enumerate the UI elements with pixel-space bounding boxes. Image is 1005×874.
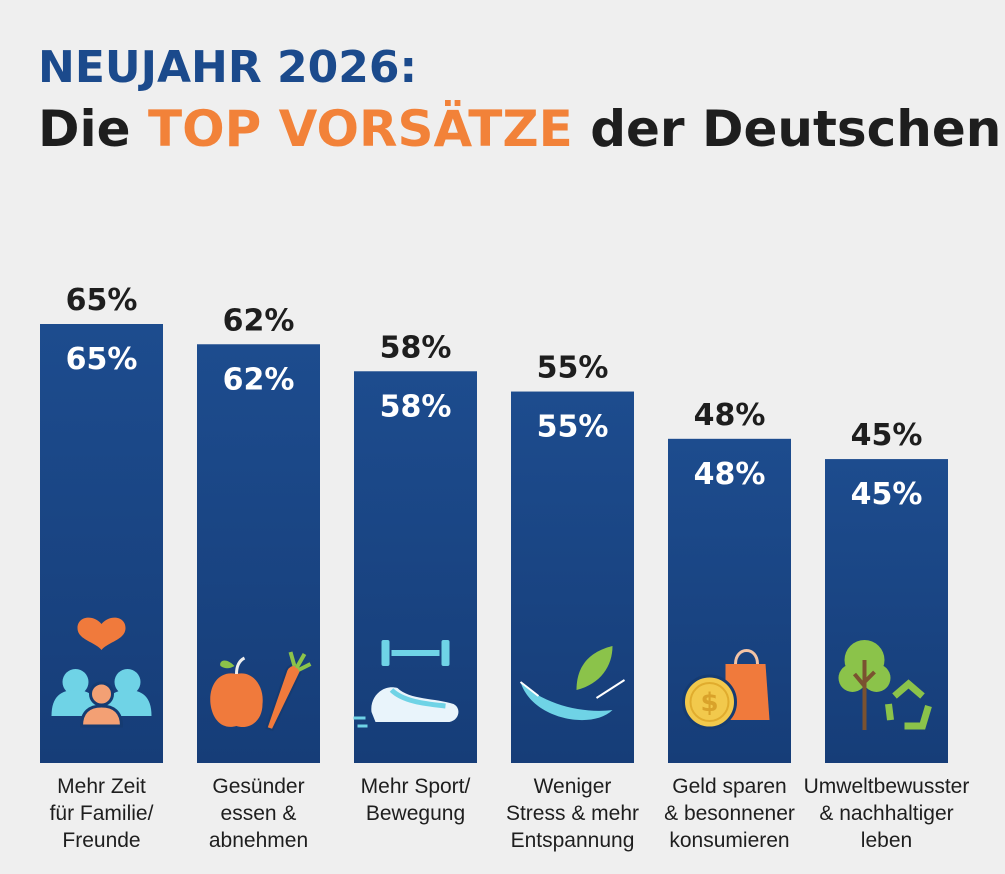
category-label: abnehmen <box>209 829 308 852</box>
carrot-greens <box>288 651 312 672</box>
apple-stem <box>235 656 246 675</box>
value-label-outside: 62% <box>223 303 295 338</box>
category-label: Gesünder <box>212 775 304 798</box>
category-label: Weniger <box>534 775 612 798</box>
category-label: Stress & mehr <box>506 802 639 825</box>
category-label: leben <box>861 829 912 852</box>
category-label: für Familie/ <box>50 802 154 825</box>
value-label-inside: 58% <box>380 389 452 424</box>
bar <box>511 391 634 763</box>
category-label: Freunde <box>62 829 140 852</box>
apple-carrot-icon <box>210 651 312 732</box>
category-label: Bewegung <box>366 802 465 825</box>
value-label-outside: 45% <box>851 418 923 453</box>
hammock <box>520 682 613 721</box>
value-label-inside: 48% <box>694 457 766 492</box>
category-label: essen & <box>221 802 297 825</box>
person-center-body <box>79 704 124 728</box>
value-label-inside: 45% <box>851 477 923 512</box>
category-label: Mehr Sport/ <box>361 775 471 798</box>
family-heart-icon <box>51 617 152 728</box>
sneaker-stripe <box>389 688 446 709</box>
apple-leaf <box>220 660 235 669</box>
value-label-outside: 48% <box>694 398 766 433</box>
category-label: Umweltbewusster <box>804 775 970 798</box>
coin-shopping-bag-icon: $ <box>682 649 770 730</box>
dollar-sign: $ <box>700 688 718 718</box>
title-highlight: TOP VORSÄTZE <box>147 100 573 158</box>
coin-rim <box>689 682 730 722</box>
hammock-ropes <box>519 679 626 699</box>
tree-recycle-icon <box>838 640 932 730</box>
tree-crown <box>862 664 891 692</box>
tree-crown <box>838 664 867 692</box>
dumbbell-bar <box>391 650 440 656</box>
bag-handle <box>734 649 759 665</box>
heart-shape <box>77 617 126 650</box>
value-label-outside: 58% <box>380 330 452 365</box>
sneaker <box>371 687 459 722</box>
title-line-2: Die TOP VORSÄTZE der Deutschen <box>38 100 1001 158</box>
hammock-leaf-icon <box>519 646 626 721</box>
value-label-inside: 55% <box>537 410 609 445</box>
category-label: konsumieren <box>669 829 789 852</box>
leaf <box>576 646 613 690</box>
category-label: & besonnener <box>664 802 795 825</box>
motion-lines <box>353 716 368 728</box>
value-label-outside: 55% <box>537 351 609 386</box>
category-label: Entspannung <box>511 829 635 852</box>
value-label-outside: 65% <box>66 283 138 318</box>
category-label: Geld sparen <box>672 775 786 798</box>
recycle-arrows <box>885 679 932 730</box>
dumbbell-weight-right <box>441 640 450 666</box>
person-right-head <box>114 669 141 695</box>
apple <box>210 673 263 728</box>
dumbbell-weight-left <box>381 640 390 666</box>
title-prefix: Die <box>38 100 148 158</box>
tree-trunk <box>852 660 876 730</box>
title-suffix: der Deutschen <box>572 100 1002 158</box>
dumbbell-sneaker-icon <box>353 640 459 728</box>
value-label-inside: 65% <box>66 342 138 377</box>
person-center-head <box>89 681 114 707</box>
value-label-inside: 62% <box>223 362 295 397</box>
title-line-1: NEUJAHR 2026: <box>38 42 418 93</box>
category-label: & nachhaltiger <box>819 802 953 825</box>
person-left-head <box>62 669 89 695</box>
category-label: Mehr Zeit <box>57 775 146 798</box>
